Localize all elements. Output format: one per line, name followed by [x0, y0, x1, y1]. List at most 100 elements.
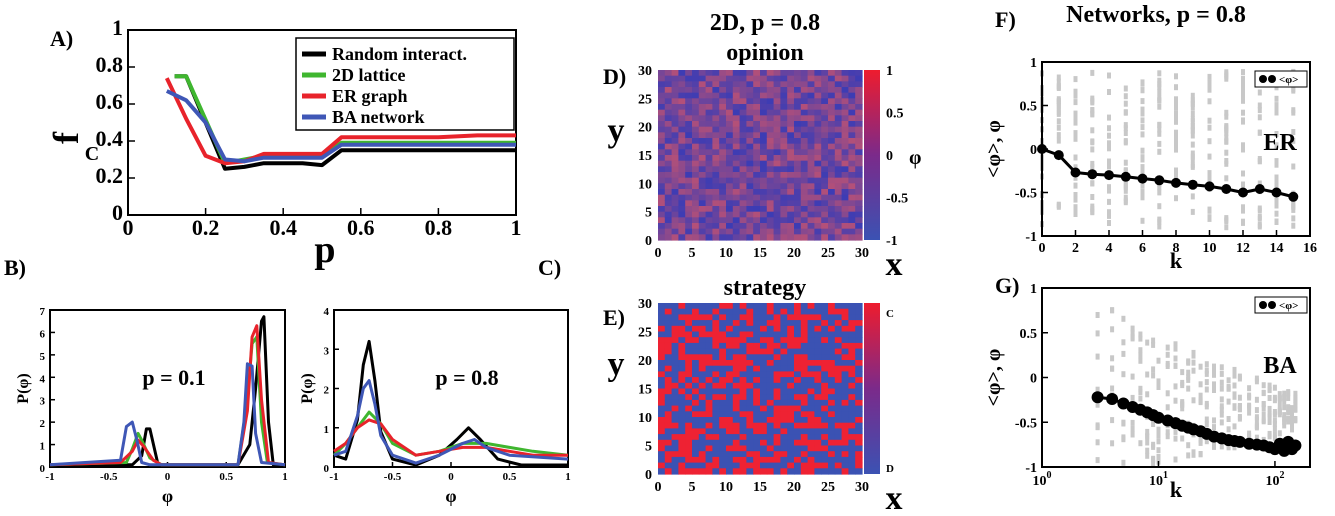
- heatmap-cell: [766, 189, 775, 196]
- heatmap-cell: [841, 87, 849, 94]
- heatmap-cell: [766, 155, 775, 162]
- heatmap-cell: [658, 166, 666, 173]
- heatmap-cell: [834, 439, 843, 447]
- heatmap-cell: [705, 303, 713, 310]
- gray-point: [1165, 360, 1170, 367]
- heatmap-cell: [746, 331, 754, 338]
- heatmap-cell: [800, 439, 809, 447]
- heatmap-cell: [712, 109, 720, 116]
- heatmap-cell: [855, 206, 863, 213]
- heatmap-cell: [671, 320, 679, 327]
- heatmap-cell: [698, 377, 707, 384]
- series-line-ba: [165, 89, 516, 164]
- heatmap-cell: [726, 422, 734, 429]
- heatmap-cell: [732, 234, 741, 241]
- axis-y-tick-label: 3: [40, 396, 46, 408]
- heatmap-cell: [746, 200, 754, 207]
- gray-point: [1219, 411, 1224, 418]
- heatmap-cell: [698, 462, 707, 469]
- x-axis-label: k: [1170, 477, 1183, 502]
- heatmap-cell: [746, 337, 754, 344]
- heatmap-cell: [787, 200, 795, 207]
- heatmap-cell: [807, 115, 815, 122]
- heatmap-cell: [848, 348, 856, 355]
- heatmap-cell: [773, 337, 781, 344]
- heatmap-cell: [766, 314, 775, 321]
- heatmap-cell: [698, 348, 707, 355]
- heatmap-cell: [800, 382, 809, 390]
- heatmap-cell: [814, 92, 822, 99]
- heatmap-cell: [726, 143, 734, 150]
- heatmap-cell: [821, 183, 829, 190]
- heatmap-cell: [800, 211, 809, 218]
- legend-box: [295, 37, 515, 131]
- heatmap-cell: [794, 411, 802, 418]
- heatmap-cell: [787, 115, 795, 122]
- heatmap-cell: [800, 348, 809, 355]
- legend-box: [1254, 296, 1308, 314]
- heatmap-cell: [834, 92, 843, 99]
- heatmap-cell: [814, 456, 822, 464]
- heatmap-cell: [685, 183, 693, 190]
- heatmap-cell: [794, 325, 802, 333]
- heatmap-cell: [692, 382, 700, 390]
- heatmap-cell: [841, 399, 849, 407]
- heatmap-cell: [814, 160, 822, 167]
- heatmap-cell: [855, 132, 863, 139]
- heatmap-cell: [685, 149, 693, 156]
- gray-point: [1090, 107, 1095, 113]
- heatmap-cell: [685, 155, 693, 162]
- gray-point: [1174, 118, 1178, 125]
- heatmap-cell: [746, 149, 754, 156]
- gray-point: [1138, 385, 1143, 392]
- heatmap-cell: [678, 314, 686, 321]
- heatmap-cell: [848, 126, 856, 133]
- heatmap-cell: [814, 98, 822, 105]
- panel-title: 2D, p = 0.8: [710, 10, 820, 36]
- gray-point: [1140, 182, 1145, 189]
- gray-point: [1207, 172, 1212, 179]
- heatmap-cell: [753, 314, 761, 321]
- heatmap-cell: [787, 331, 795, 338]
- gray-point: [1107, 72, 1111, 79]
- heatmap-cell: [671, 325, 679, 333]
- heatmap-cell: [746, 445, 754, 452]
- heatmap-cell: [739, 138, 747, 145]
- heatmap-cell: [705, 81, 713, 88]
- gray-point: [1130, 373, 1135, 380]
- heatmap-cell: [807, 143, 815, 150]
- heatmap-cell: [712, 172, 720, 179]
- heatmap-cell: [773, 75, 781, 82]
- heatmap-cell: [855, 87, 863, 94]
- heatmap-cell: [807, 405, 815, 412]
- heatmap-cell: [787, 228, 795, 235]
- heatmap-cell: [664, 206, 673, 213]
- heatmap-cell: [760, 160, 768, 167]
- panel-label: B): [4, 255, 26, 280]
- axis-y-tick-label: 30: [638, 297, 652, 312]
- heatmap-cell: [726, 348, 734, 355]
- gray-point: [1274, 202, 1279, 209]
- plot-frame: [127, 29, 517, 216]
- heatmap-cell: [698, 132, 707, 139]
- y-axis-label: y: [608, 112, 625, 149]
- heatmap-cell: [814, 81, 822, 88]
- heatmap-cell: [760, 439, 768, 447]
- heatmap-cell: [807, 303, 815, 310]
- heatmap-cell: [841, 109, 849, 116]
- heatmap-cell: [685, 371, 693, 378]
- heatmap-cell: [664, 325, 673, 333]
- gray-point: [1291, 129, 1296, 135]
- gray-point: [1138, 357, 1143, 364]
- heatmap-cell: [698, 104, 707, 111]
- heatmap-cell: [692, 439, 700, 447]
- heatmap-cell: [658, 394, 666, 401]
- heatmap-cell: [848, 223, 856, 230]
- heatmap-cell: [855, 320, 863, 327]
- gray-point: [1290, 405, 1294, 412]
- gray-point: [1121, 315, 1126, 322]
- heatmap-cell: [753, 468, 761, 475]
- heatmap-cell: [664, 200, 673, 207]
- heatmap-cell: [698, 160, 707, 167]
- heatmap-cell: [726, 81, 734, 88]
